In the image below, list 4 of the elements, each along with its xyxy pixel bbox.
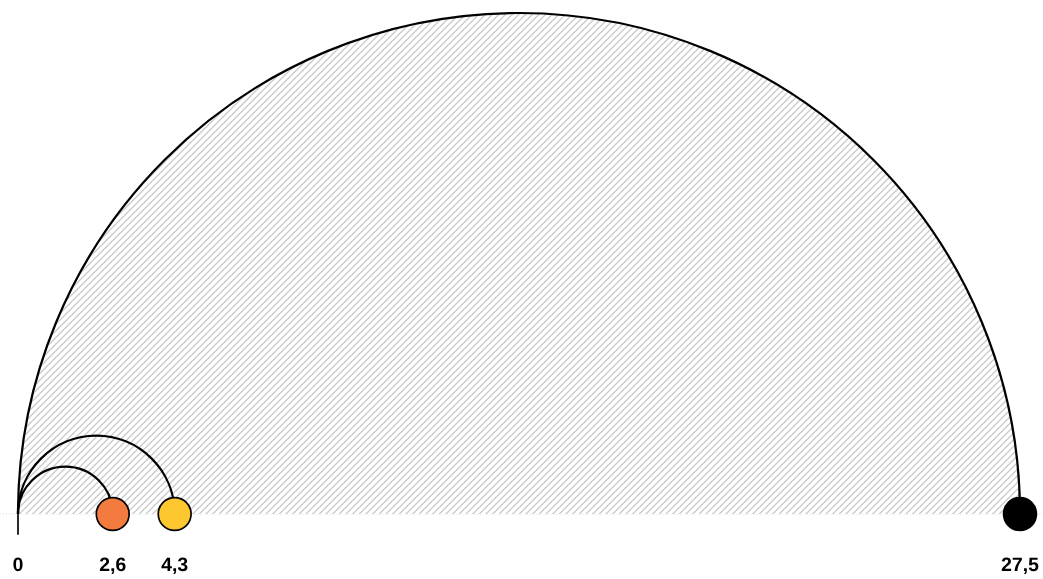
text: 0 (13, 557, 23, 572)
data-label: 27,5 (1001, 557, 1039, 575)
data-label: 2,6 (99, 557, 126, 575)
data-label: 4,3 (161, 557, 188, 575)
